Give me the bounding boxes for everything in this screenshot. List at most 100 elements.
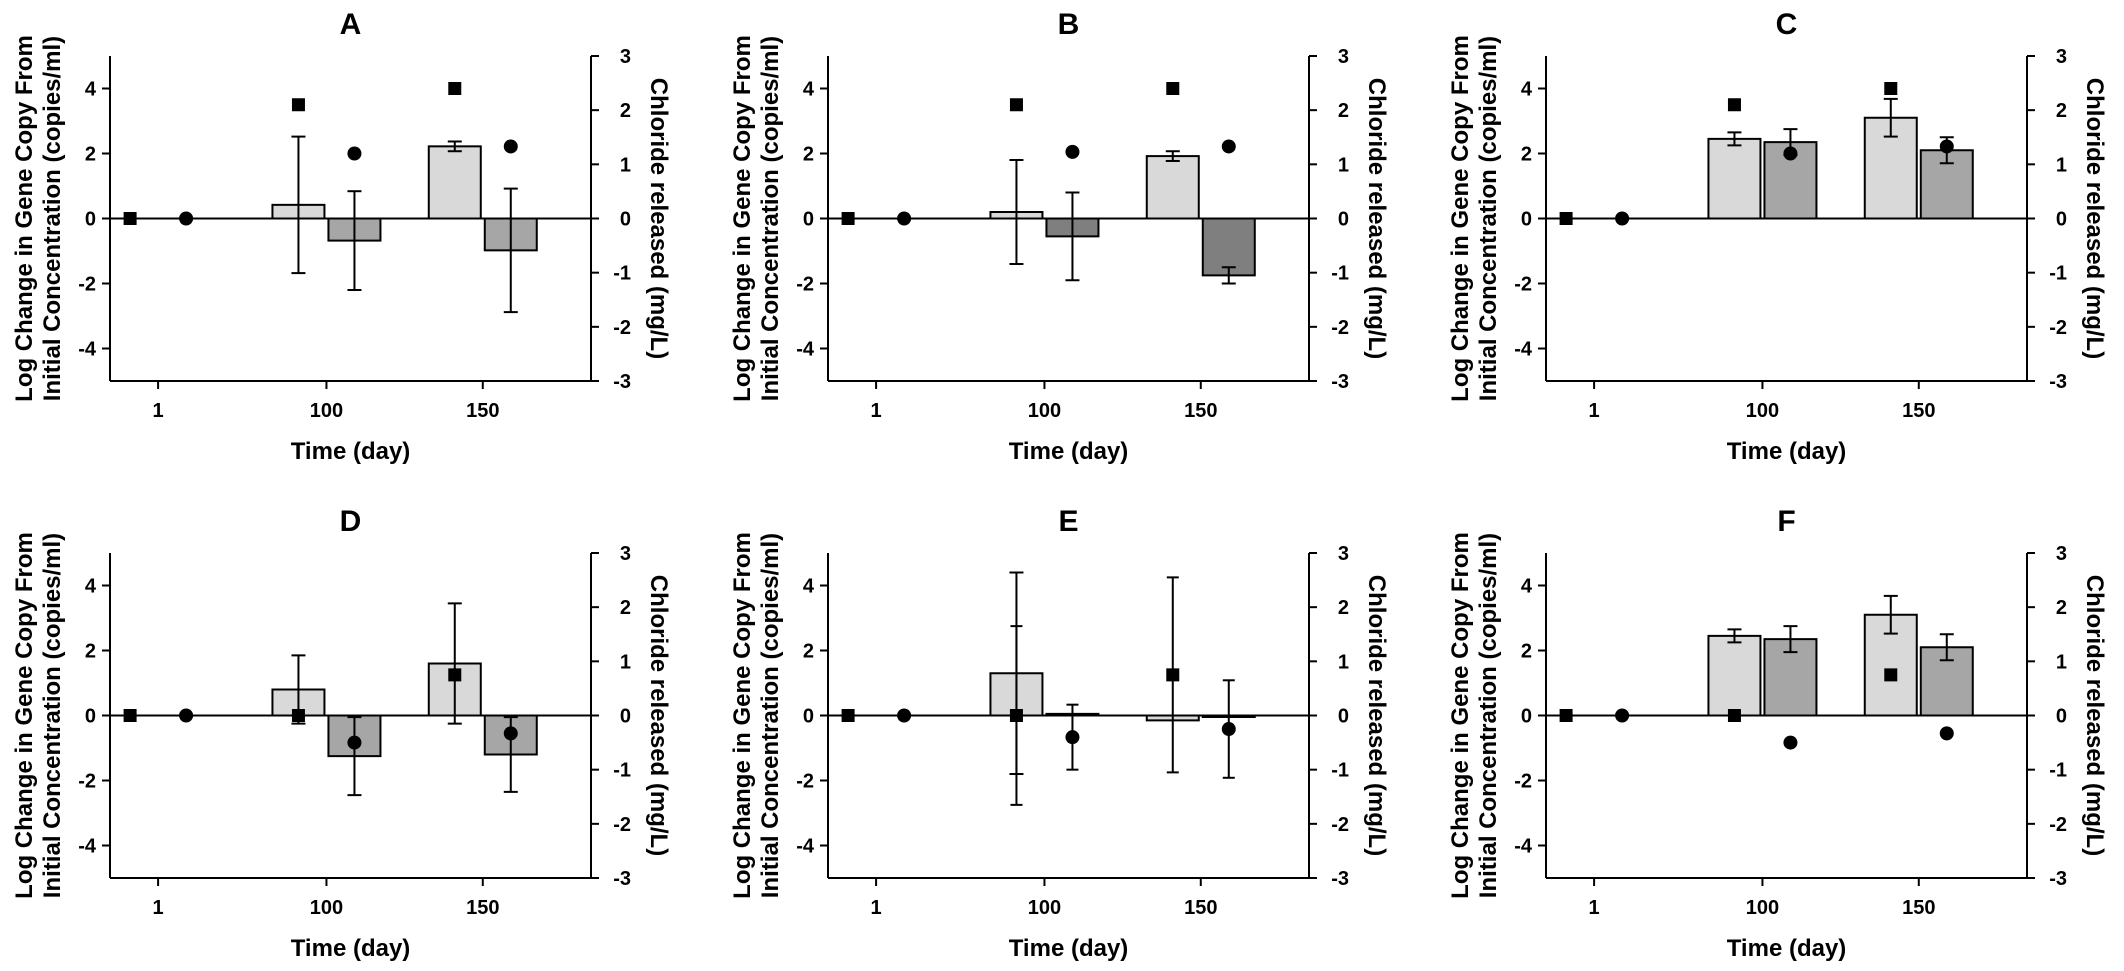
right-tick-label: -1	[2049, 760, 2067, 782]
y-axis-title-line1: Log Change in Gene Copy From	[1447, 35, 1474, 402]
circle-marker	[1783, 146, 1798, 161]
square-marker	[1884, 668, 1898, 682]
left-tick-label: 0	[803, 209, 814, 231]
left-tick-label: 4	[1521, 79, 1533, 101]
right-tick-label: -2	[613, 317, 631, 339]
left-tick-label: 4	[803, 79, 815, 101]
x-tick-label: 150	[466, 400, 499, 422]
right-tick-label: 1	[620, 154, 631, 176]
left-tick-label: -2	[78, 274, 96, 296]
left-tick-label: -2	[78, 771, 96, 793]
square-marker	[1009, 98, 1023, 112]
circle-marker	[1783, 735, 1798, 750]
bar	[1145, 155, 1200, 220]
x-axis-title: Time (day)	[291, 438, 411, 465]
left-tick-label: -2	[796, 771, 814, 793]
circle-marker	[503, 726, 518, 741]
left-tick-label: -2	[1514, 274, 1532, 296]
square-marker	[448, 668, 462, 682]
left-tick-label: 2	[85, 641, 96, 663]
x-tick-label: 150	[1184, 897, 1217, 919]
left-tick-label: 4	[85, 576, 97, 598]
left-tick-label: 0	[1521, 706, 1532, 728]
right-tick-label: -2	[2049, 317, 2067, 339]
x-tick-label: 1	[871, 897, 882, 919]
y-axis-title-line2: Initial Concentration (copies/ml)	[39, 533, 66, 898]
x-tick-label: 1	[1589, 897, 1600, 919]
y-axis-title-line2: Initial Concentration (copies/ml)	[39, 36, 66, 401]
right-tick-label: -3	[613, 371, 631, 393]
square-marker	[1727, 709, 1741, 722]
right-tick-label: 1	[620, 651, 631, 673]
x-tick-label: 1	[153, 400, 164, 422]
left-tick-label: -4	[78, 339, 97, 361]
square-marker	[1166, 82, 1180, 95]
right-tick-label: -1	[613, 760, 631, 782]
square-marker	[291, 98, 305, 112]
right-tick-label: 0	[2056, 209, 2067, 231]
circle-marker	[347, 735, 362, 750]
panel-title: F	[1777, 505, 1795, 538]
right-tick-label: -3	[2049, 868, 2067, 890]
x-axis-title: Time (day)	[1009, 935, 1129, 962]
square-marker	[841, 709, 855, 722]
left-tick-label: 0	[85, 706, 96, 728]
y2-axis-title: Chloride released (mg/L)	[645, 575, 672, 856]
panel-title: A	[340, 8, 362, 41]
y2-axis-title: Chloride released (mg/L)	[645, 78, 672, 359]
circle-marker	[1939, 726, 1954, 741]
chart-panel-a: A -4 -2 0 2 4 -3 -2 -1 0 1 2 3 1 100 150 Time (day) Log C…	[11, 8, 672, 465]
square-marker	[123, 212, 137, 225]
right-tick-label: 0	[620, 706, 631, 728]
bar	[1863, 613, 1918, 717]
right-tick-label: 3	[620, 46, 631, 68]
right-tick-label: -3	[1331, 868, 1349, 890]
panel-title: C	[1776, 8, 1798, 41]
left-tick-label: -2	[1514, 771, 1532, 793]
circle-marker	[1221, 722, 1236, 737]
chart-panel-f: F -4 -2 0 2 4 -3 -2 -1 0 1 2 3 1 100 150 Time (day) Log C…	[1447, 505, 2108, 962]
panel-title: E	[1058, 505, 1078, 538]
x-axis-title: Time (day)	[1727, 935, 1847, 962]
panel-title: D	[340, 505, 362, 538]
left-tick-label: 0	[803, 706, 814, 728]
right-tick-label: 1	[1338, 154, 1349, 176]
left-tick-label: 4	[85, 79, 97, 101]
y-axis-title-line1: Log Change in Gene Copy From	[11, 35, 38, 402]
right-tick-label: 0	[620, 209, 631, 231]
square-marker	[448, 82, 462, 95]
right-tick-label: 2	[1338, 100, 1349, 122]
circle-marker	[897, 211, 912, 226]
x-axis-title: Time (day)	[1727, 438, 1847, 465]
right-tick-label: -2	[613, 814, 631, 836]
square-marker	[1166, 668, 1180, 682]
chart-panel-e: E -4 -2 0 2 4 -3 -2 -1 0 1 2 3 1 100 150 Time (day) Log C…	[729, 505, 1390, 962]
x-tick-label: 100	[1746, 400, 1779, 422]
right-tick-label: 3	[620, 543, 631, 565]
square-marker	[291, 709, 305, 722]
circle-marker	[1939, 139, 1954, 154]
chart-panel-c: C -4 -2 0 2 4 -3 -2 -1 0 1 2 3 1 100 150 Time (day) Log C…	[1447, 8, 2108, 465]
right-tick-label: 3	[2056, 46, 2067, 68]
circle-marker	[1065, 144, 1080, 159]
left-tick-label: -4	[1514, 339, 1533, 361]
circle-marker	[179, 211, 194, 226]
x-tick-label: 100	[1746, 897, 1779, 919]
x-tick-label: 1	[153, 897, 164, 919]
bar	[1863, 116, 1918, 220]
y-axis-title-line2: Initial Concentration (copies/ml)	[1475, 533, 1502, 898]
right-tick-label: 2	[620, 597, 631, 619]
left-tick-label: -4	[796, 339, 815, 361]
x-tick-label: 150	[1902, 897, 1935, 919]
y2-axis-title: Chloride released (mg/L)	[2081, 575, 2108, 856]
y2-axis-title: Chloride released (mg/L)	[1363, 78, 1390, 359]
chart-panel-d: D -4 -2 0 2 4 -3 -2 -1 0 1 2 3 1 100 150 Time (day) Log C…	[11, 505, 672, 962]
right-tick-label: -1	[1331, 760, 1349, 782]
x-tick-label: 100	[1028, 897, 1061, 919]
x-axis-title: Time (day)	[1009, 438, 1129, 465]
square-marker	[1559, 212, 1573, 225]
y2-axis-title: Chloride released (mg/L)	[2081, 78, 2108, 359]
left-tick-label: -4	[1514, 836, 1533, 858]
y-axis-title-line2: Initial Concentration (copies/ml)	[1475, 36, 1502, 401]
circle-marker	[897, 708, 912, 723]
